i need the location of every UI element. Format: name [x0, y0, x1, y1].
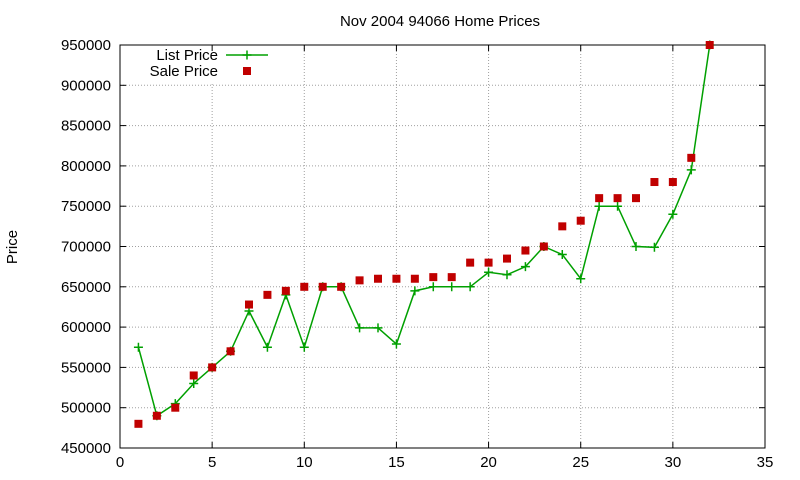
- sale-price-point: [521, 246, 530, 255]
- y-tick-label: 700000: [61, 239, 111, 256]
- sale-price-point: [595, 194, 604, 203]
- legend-label: List Price: [156, 47, 218, 64]
- list-price-point: [613, 201, 623, 211]
- list-price-point: [262, 342, 272, 352]
- sale-price-point: [613, 194, 622, 203]
- y-tick-label: 750000: [61, 198, 111, 215]
- list-price-point: [299, 342, 309, 352]
- sale-price-point: [318, 282, 327, 291]
- list-price-point: [576, 274, 586, 284]
- series-list-price: [133, 40, 715, 421]
- grid: [120, 45, 765, 448]
- sale-price-point: [447, 273, 456, 282]
- x-tick-label: 5: [208, 454, 216, 471]
- sale-price-point: [539, 242, 548, 251]
- list-price-point: [189, 379, 199, 389]
- list-price-point: [355, 323, 365, 333]
- list-price-point: [410, 286, 420, 296]
- sale-price-point: [632, 194, 640, 203]
- list-price-point: [373, 323, 383, 333]
- legend-label: Sale Price: [150, 63, 218, 80]
- x-tick-label: 35: [757, 454, 774, 471]
- sale-price-point: [189, 371, 198, 380]
- sale-price-point: [263, 290, 272, 299]
- list-price-point: [428, 282, 438, 292]
- sale-price-point: [152, 411, 161, 420]
- list-price-point: [668, 209, 678, 219]
- legend-square-sample: [243, 67, 251, 75]
- sale-price-point: [705, 41, 714, 49]
- sale-price-point: [429, 273, 438, 282]
- list-price-point: [391, 339, 401, 349]
- sale-price-point: [576, 216, 585, 225]
- sale-price-point: [410, 274, 419, 283]
- series: [133, 40, 715, 428]
- list-price-point: [447, 282, 457, 292]
- y-tick-label: 550000: [61, 359, 111, 376]
- list-price-point: [594, 201, 604, 211]
- list-price-point: [557, 250, 567, 260]
- x-tick-label: 15: [388, 454, 405, 471]
- list-price-point: [520, 262, 530, 272]
- sale-price-point: [503, 254, 511, 263]
- y-tick-label: 600000: [61, 319, 111, 336]
- y-tick-label: 500000: [61, 400, 111, 417]
- sale-price-point: [226, 347, 235, 356]
- y-tick-label: 650000: [61, 279, 111, 296]
- list-price-point: [502, 270, 512, 280]
- list-price-point: [465, 282, 475, 292]
- sale-price-point: [687, 153, 696, 162]
- axes: 0 5 10 15 20 25 30 35 450000 500000 550000 600000 65…: [61, 37, 773, 471]
- y-tick-label: 950000: [61, 37, 111, 54]
- sale-price-point: [558, 222, 567, 231]
- series-sale-price: [134, 41, 714, 428]
- sale-price-point: [374, 274, 382, 283]
- sale-price-point: [484, 258, 493, 267]
- list-price-point: [133, 342, 143, 352]
- sale-price-point: [208, 363, 217, 372]
- list-price-point: [649, 242, 659, 252]
- chart-title: Nov 2004 94066 Home Prices: [340, 13, 540, 30]
- sale-price-point: [281, 286, 290, 295]
- list-price-point: [686, 165, 696, 175]
- legend-cross-sample: [242, 50, 252, 60]
- list-price-point: [631, 242, 641, 251]
- y-tick-label: 450000: [61, 440, 111, 457]
- sale-price-point: [650, 178, 659, 187]
- sale-price-point: [134, 419, 143, 428]
- x-tick-label: 30: [665, 454, 682, 471]
- sale-price-point: [337, 282, 346, 291]
- sale-price-point: [466, 258, 475, 267]
- x-tick-label: 20: [480, 454, 497, 471]
- list-price-line: [137, 44, 711, 417]
- sale-price-point: [392, 274, 401, 283]
- x-tick-label: 0: [116, 454, 124, 471]
- sale-price-point: [300, 282, 309, 291]
- sale-price-point: [171, 403, 180, 412]
- sale-price-point: [668, 178, 677, 187]
- list-price-point: [484, 267, 494, 277]
- x-tick-label: 25: [572, 454, 589, 471]
- y-tick-label: 900000: [61, 77, 111, 94]
- y-tick-label: 850000: [61, 118, 111, 135]
- sale-price-point: [355, 276, 364, 285]
- x-tick-label: 10: [296, 454, 313, 471]
- sale-price-point: [245, 300, 253, 309]
- y-axis-label: Price: [4, 230, 21, 264]
- y-tick-label: 800000: [61, 158, 111, 175]
